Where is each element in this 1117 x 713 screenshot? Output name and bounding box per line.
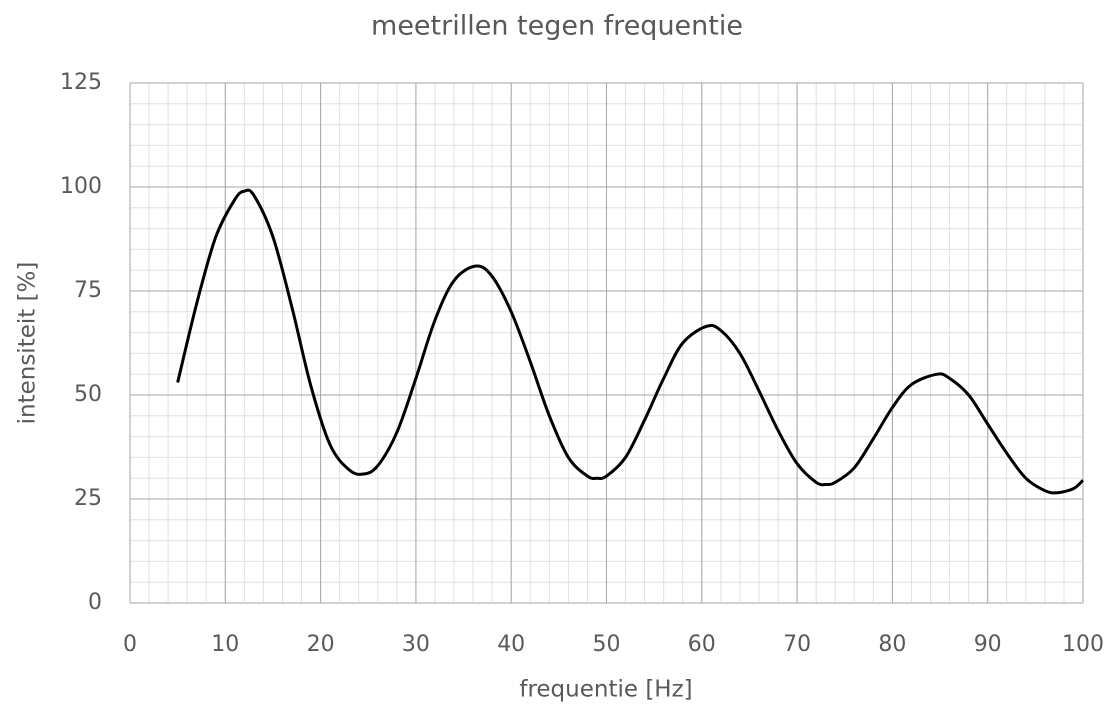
y-tick-label: 50: [74, 382, 102, 407]
y-axis-label: intensiteit [%]: [15, 262, 41, 425]
x-tick-label: 10: [211, 632, 239, 657]
x-tick-label: 80: [878, 632, 906, 657]
x-tick-label: 100: [1062, 632, 1104, 657]
x-tick-label: 30: [402, 632, 430, 657]
y-tick-label: 0: [88, 590, 102, 615]
y-tick-label: 125: [60, 70, 102, 95]
x-tick-label: 40: [497, 632, 525, 657]
chart-title: meetrillen tegen frequentie: [371, 11, 743, 42]
x-tick-label: 90: [974, 632, 1002, 657]
x-tick-label: 20: [307, 632, 335, 657]
x-tick-label: 50: [593, 632, 621, 657]
x-axis-label: frequentie [Hz]: [519, 677, 692, 703]
x-tick-label: 70: [783, 632, 811, 657]
y-tick-label: 75: [74, 278, 102, 303]
y-tick-label: 100: [60, 174, 102, 199]
x-tick-label: 0: [123, 632, 137, 657]
y-tick-label: 25: [74, 486, 102, 511]
line-series: [176, 188, 1085, 495]
x-tick-label: 60: [688, 632, 716, 657]
